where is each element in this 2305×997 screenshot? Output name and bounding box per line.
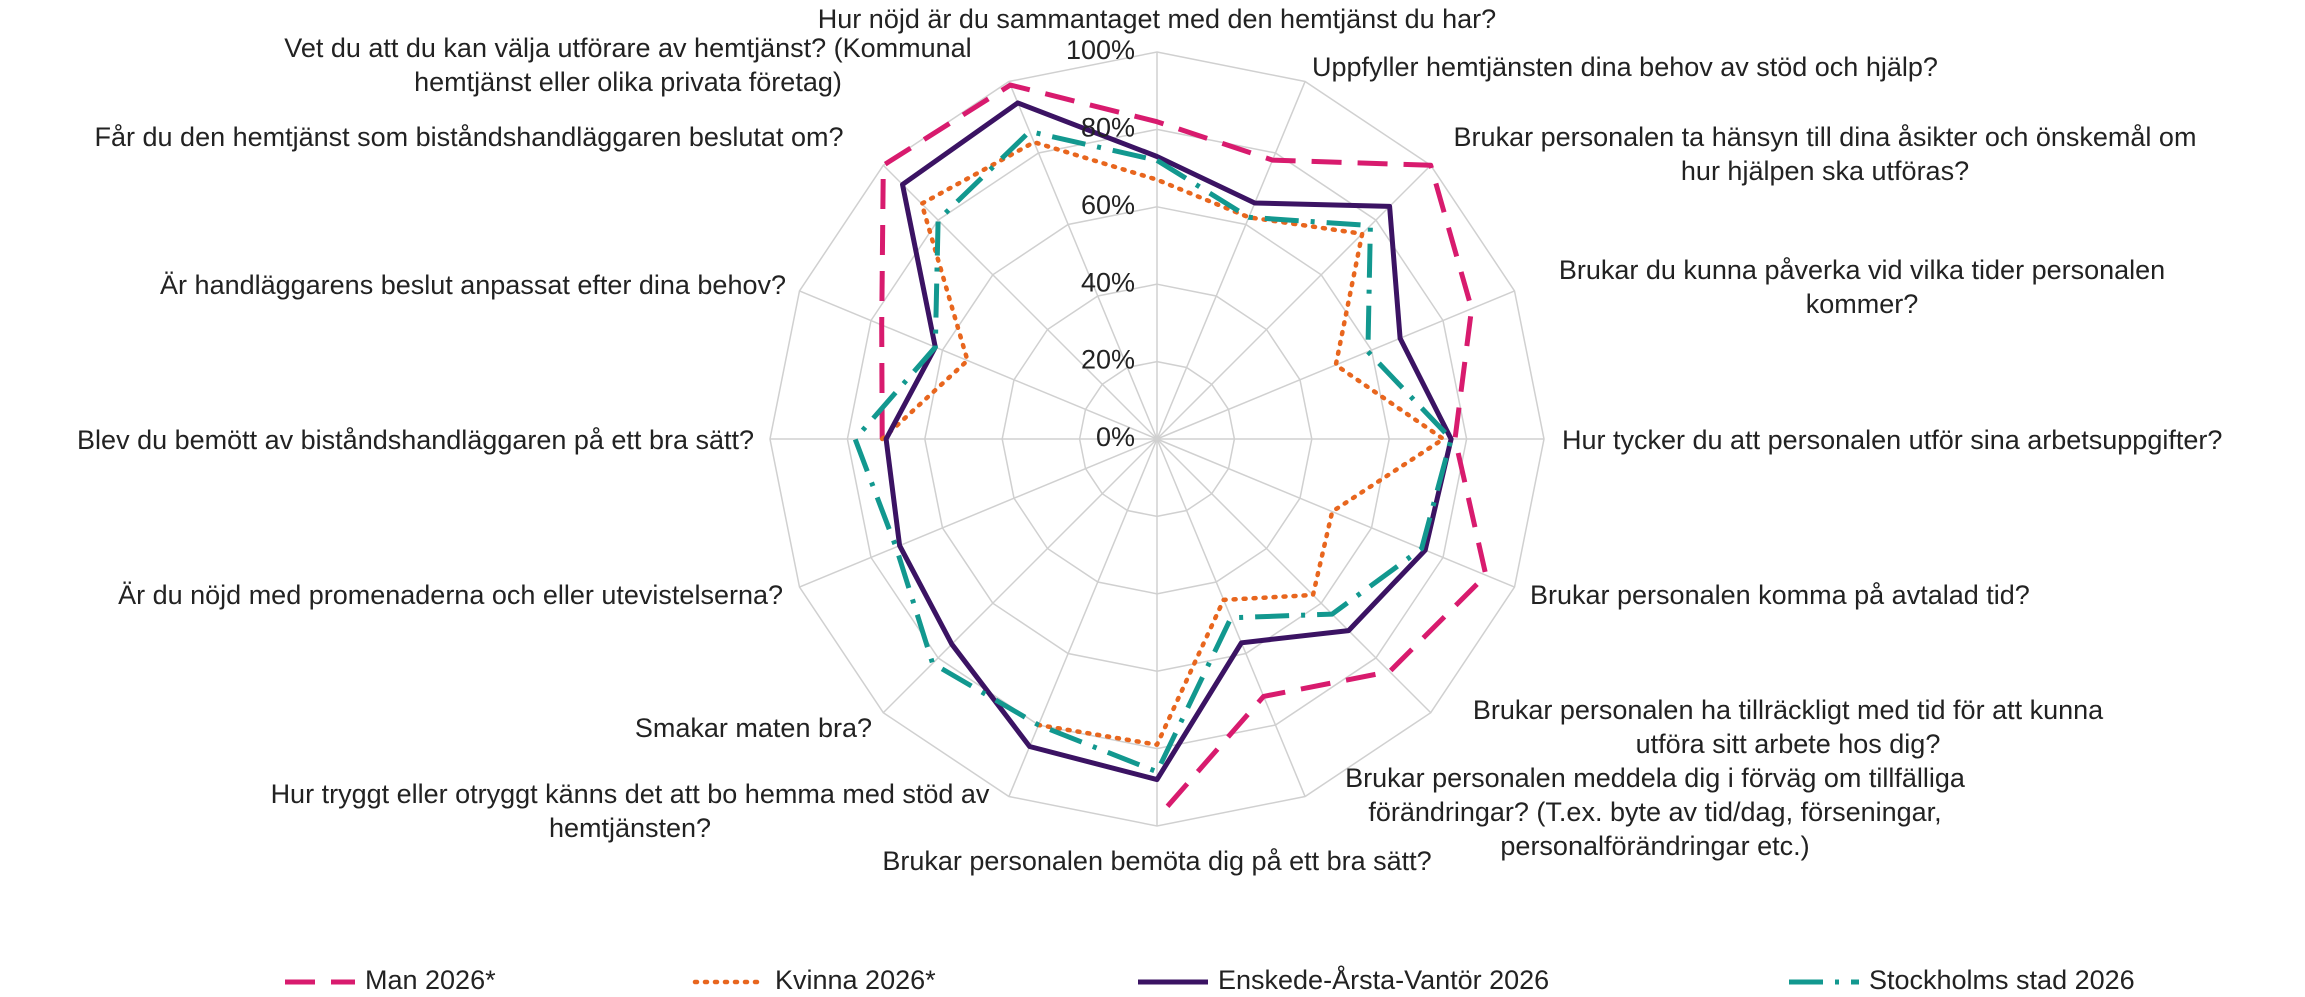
spoke [882,438,1158,714]
category-label: Är handläggarens beslut anpassat efter d… [160,270,786,300]
category-label: Smakar maten bra? [634,713,872,743]
legend-label: Stockholms stad 2026 [1869,965,2135,995]
spoke [799,290,1158,440]
category-label: Brukar personalen bemöta dig på ett bra … [882,846,1432,876]
category-label: Hur nöjd är du sammantaget med den hemtj… [817,4,1497,34]
series-line [883,100,1454,783]
category-label: Hur tycker du att personalen utför sina … [1562,425,2223,455]
tick-label: 20% [1081,345,1135,375]
tick-label: 60% [1081,190,1135,220]
spoke [1156,438,1515,588]
category-label: Brukar personalen komma på avtalad tid? [1530,580,2030,610]
category-label: Hur tryggt eller otryggt känns det att b… [270,779,990,843]
spoke [882,164,1158,440]
spoke [1008,438,1158,797]
category-label: Brukar personalen ta hänsyn till dina ås… [1453,122,2197,186]
category-label: Är du nöjd med promenaderna och eller ut… [118,580,783,610]
spoke [1156,81,1306,440]
legend-label: Kvinna 2026* [775,965,936,995]
legend-label: Enskede-Årsta-Vantör 2026 [1218,964,1549,995]
spoke [799,438,1158,588]
spoke [1156,164,1432,440]
tick-label: 40% [1081,267,1135,297]
category-label: Brukar personalen meddela dig i förväg o… [1345,763,1965,861]
category-label: Blev du bemött av biståndshandläggaren p… [77,425,754,455]
category-label: Får du den hemtjänst som biståndshandläg… [94,122,844,152]
tick-label: 80% [1081,113,1135,143]
series-line [879,139,1446,747]
category-label: Uppfyller hemtjänsten dina behov av stöd… [1312,52,1938,82]
series-line [852,129,1454,775]
tick-label: 100% [1066,35,1135,65]
spoke [1008,81,1158,440]
spoke [1156,438,1306,797]
spoke [1156,438,1432,714]
category-label: Brukar du kunna påverka vid vilka tider … [1558,255,2166,319]
legend-label: Man 2026* [365,965,496,995]
tick-label: 0% [1096,422,1135,452]
series-line [879,82,1489,820]
category-label: Brukar personalen ha tillräckligt med ti… [1472,695,2104,759]
category-label: Vet du att du kan välja utförare av hemt… [284,33,972,97]
